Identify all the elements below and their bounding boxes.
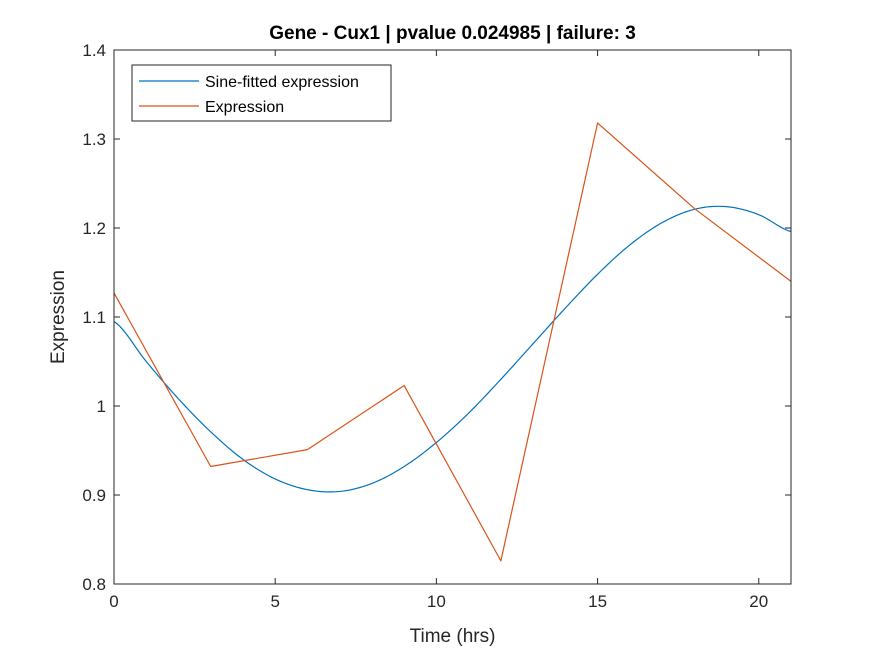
y-tick-label: 1.4 <box>82 41 106 60</box>
plot-area <box>114 50 791 584</box>
legend: Sine-fitted expression Expression <box>131 64 392 122</box>
y-tick-label: 0.9 <box>82 486 106 505</box>
y-tick-label: 0.8 <box>82 575 106 594</box>
x-tick-label: 20 <box>749 592 768 611</box>
x-tick-label: 5 <box>270 592 279 611</box>
y-axis-label: Expression <box>48 270 69 364</box>
x-axis-label: Time (hrs) <box>410 626 496 647</box>
legend-box <box>131 64 392 122</box>
y-tick-label: 1.2 <box>82 219 106 238</box>
y-tick-label: 1 <box>97 397 106 416</box>
chart-title: Gene - Cux1 | pvalue 0.024985 | failure:… <box>269 23 636 44</box>
axes-layer: 0 5 10 15 20 0.8 0.9 1 1.1 1.2 1.3 1.4 <box>82 41 792 611</box>
y-tick-label: 1.1 <box>82 308 106 327</box>
y-tick-label: 1.3 <box>82 130 106 149</box>
series-line-expression <box>114 122 791 562</box>
series-line-sine-fitted <box>114 205 791 493</box>
series-layer <box>114 122 791 562</box>
x-tick-label: 15 <box>588 592 607 611</box>
x-tick-label: 10 <box>427 592 446 611</box>
legend-entry-expression: Expression <box>205 99 284 116</box>
legend-entry-sine-fitted: Sine-fitted expression <box>205 74 359 91</box>
x-tick-label: 0 <box>109 592 118 611</box>
